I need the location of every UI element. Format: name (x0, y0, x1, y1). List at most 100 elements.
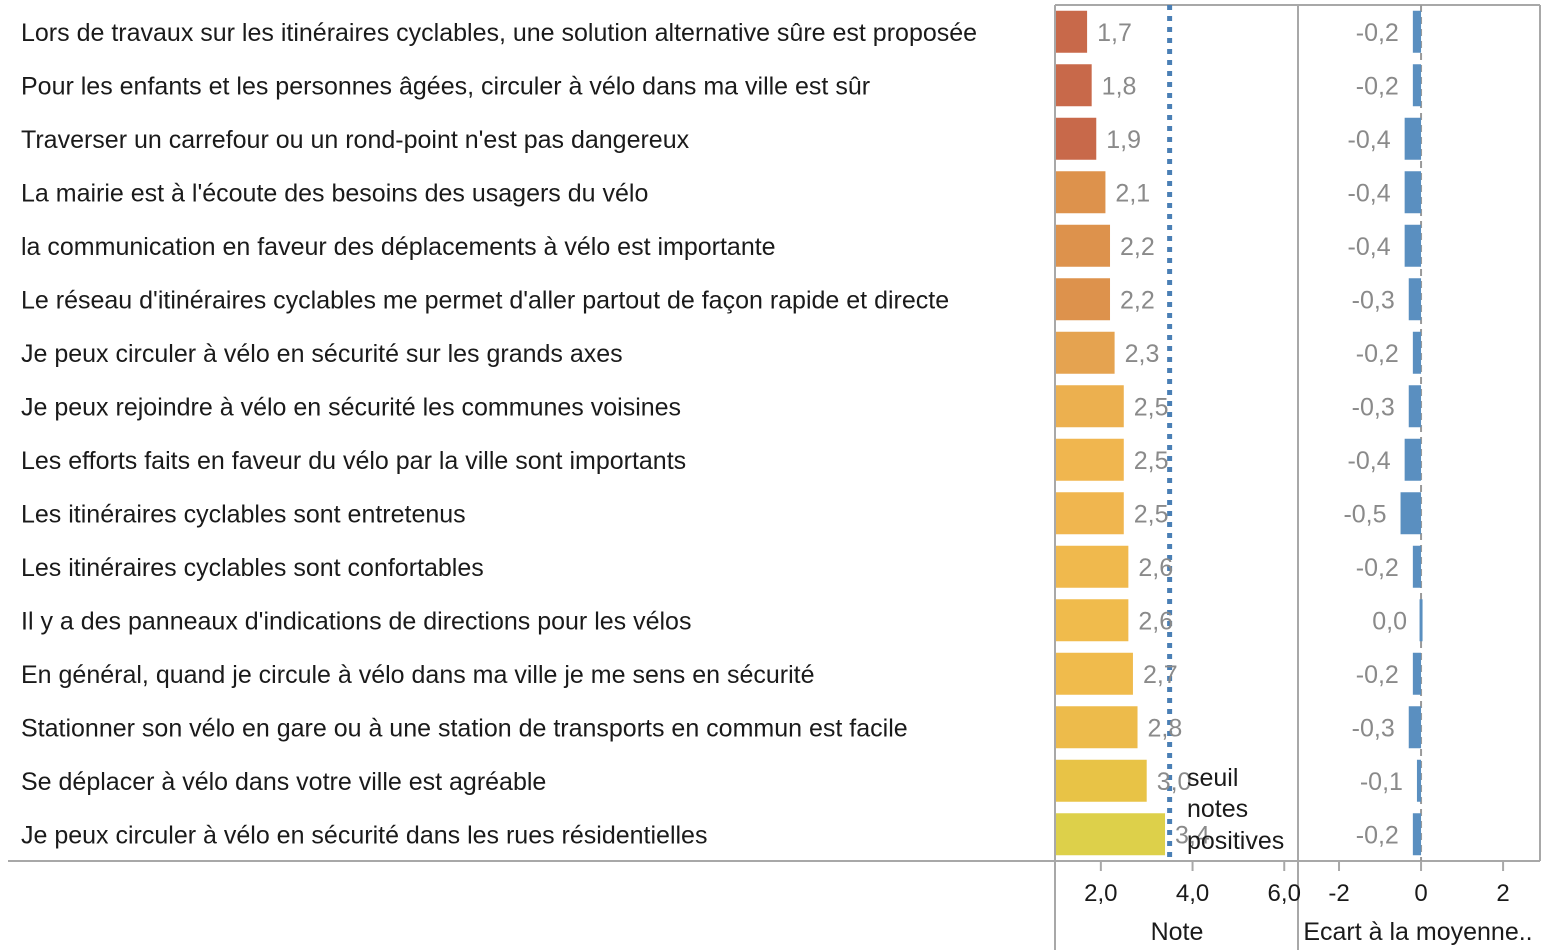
note-value-label: 2,5 (1134, 500, 1169, 528)
note-bar (1056, 438, 1124, 481)
category-label: Traverser un carrefour ou un rond-point … (21, 126, 690, 154)
category-label: Le réseau d'itinéraires cyclables me per… (21, 286, 949, 314)
ecart-bar (1412, 331, 1422, 374)
category-label: Les itinéraires cyclables sont entretenu… (21, 500, 466, 528)
ecart-bar (1408, 706, 1422, 749)
note-value-label: 2,6 (1138, 607, 1173, 635)
ecart-axis-title: Ecart à la moyenne.. (1303, 918, 1532, 946)
note-value-label: 2,8 (1148, 714, 1183, 742)
ecart-bars (1400, 10, 1423, 856)
ecart-value-label: -0,5 (1343, 500, 1386, 528)
ecart-value-label: -0,2 (1356, 19, 1399, 47)
note-panel: 1,7 1,8 1,9 2,1 2,2 2,2 2,3 2,5 2,5 2,5 2,6 2,6 2,7 2… (1056, 5, 1301, 946)
ecart-bar (1412, 813, 1422, 856)
note-value-label: 3,4 (1175, 821, 1210, 849)
ecart-bar (1404, 438, 1422, 481)
note-tick-label: 2,0 (1084, 880, 1117, 907)
note-bar (1056, 331, 1115, 374)
category-label: Pour les enfants et les personnes âgées,… (21, 72, 870, 100)
note-value-label: 3,0 (1157, 768, 1192, 796)
ecart-bar (1412, 545, 1422, 588)
threshold-label-2: notes (1187, 795, 1248, 823)
category-label: En général, quand je circule à vélo dans… (21, 661, 815, 689)
ecart-value-label: -0,2 (1356, 821, 1399, 849)
ecart-panel: -0,2 -0,2 -0,4 -0,4 -0,4 -0,3 -0,2 -0,3 -0,4 -0,5… (1303, 5, 1533, 946)
category-label: Stationner son vélo en gare ou à une sta… (21, 714, 908, 742)
ecart-bar (1412, 652, 1422, 695)
category-label: Je peux circuler à vélo en sécurité dans… (21, 821, 707, 849)
note-bar (1056, 759, 1147, 802)
ecart-bar (1412, 64, 1422, 107)
note-value-label: 2,3 (1125, 340, 1160, 368)
note-value-label: 1,7 (1097, 19, 1132, 47)
note-bar (1056, 278, 1111, 321)
note-value-label: 2,6 (1138, 554, 1173, 582)
threshold-label-3: positives (1187, 827, 1284, 855)
category-label: La mairie est à l'écoute des besoins des… (21, 179, 648, 207)
ecart-tick-label: 0 (1414, 880, 1427, 907)
ecart-bar (1408, 278, 1422, 321)
note-tick-label: 6,0 (1268, 880, 1301, 907)
note-axis-title: Note (1151, 918, 1204, 946)
note-bar (1056, 224, 1111, 267)
ecart-value-label: -0,4 (1348, 447, 1391, 475)
note-bar (1056, 813, 1166, 856)
note-axis-ticks: 2,0 4,0 6,0 (1084, 861, 1301, 907)
category-label: la communication en faveur des déplaceme… (21, 233, 776, 261)
threshold-label-1: seuil (1187, 764, 1238, 792)
ecart-value-label: 0,0 (1372, 607, 1407, 635)
ecart-bar (1404, 171, 1422, 214)
ecart-value-label: -0,4 (1348, 179, 1391, 207)
ecart-bar (1408, 385, 1422, 428)
category-label: Les itinéraires cyclables sont confortab… (21, 554, 484, 582)
category-labels: Lors de travaux sur les itinéraires cycl… (21, 19, 977, 850)
ecart-bar (1400, 492, 1422, 535)
ecart-bar (1404, 117, 1422, 160)
ecart-tick-label: -2 (1328, 880, 1349, 907)
ecart-value-label: -0,2 (1356, 661, 1399, 689)
ecart-value-label: -0,4 (1348, 126, 1391, 154)
ecart-tick-label: 2 (1496, 880, 1509, 907)
ecart-axis-ticks: -2 0 2 (1328, 861, 1510, 907)
category-label: Se déplacer à vélo dans votre ville est … (21, 768, 546, 796)
note-bars (1056, 10, 1166, 856)
note-bar (1056, 652, 1133, 695)
ecart-value-label: -0,2 (1356, 72, 1399, 100)
note-bar (1056, 706, 1138, 749)
note-bar (1056, 64, 1092, 107)
note-tick-label: 4,0 (1176, 880, 1209, 907)
note-value-labels: 1,7 1,8 1,9 2,1 2,2 2,2 2,3 2,5 2,5 2,5 2,6 2,6 2,7 2… (1097, 19, 1210, 850)
ecart-value-label: -0,1 (1360, 768, 1403, 796)
note-value-label: 2,2 (1120, 233, 1155, 261)
note-bar (1056, 10, 1088, 53)
note-bar (1056, 545, 1129, 588)
note-bar (1056, 492, 1124, 535)
note-bar (1056, 171, 1106, 214)
ecart-bar (1419, 599, 1423, 642)
ecart-bar (1404, 224, 1422, 267)
ecart-value-label: -0,2 (1356, 340, 1399, 368)
note-value-label: 2,5 (1134, 393, 1169, 421)
ecart-value-label: -0,3 (1352, 286, 1395, 314)
note-value-label: 2,7 (1143, 661, 1178, 689)
category-label: Je peux rejoindre à vélo en sécurité les… (21, 393, 681, 421)
note-value-label: 2,1 (1115, 179, 1150, 207)
note-bar (1056, 117, 1097, 160)
note-value-label: 2,2 (1120, 286, 1155, 314)
ecart-value-label: -0,3 (1352, 714, 1395, 742)
note-value-label: 2,5 (1134, 447, 1169, 475)
ecart-value-labels: -0,2 -0,2 -0,4 -0,4 -0,4 -0,3 -0,2 -0,3 -0,4 -0,5… (1343, 19, 1407, 850)
note-value-label: 1,8 (1102, 72, 1137, 100)
ecart-bar (1412, 10, 1422, 53)
note-value-label: 1,9 (1106, 126, 1141, 154)
ecart-value-label: -0,3 (1352, 393, 1395, 421)
category-label: Lors de travaux sur les itinéraires cycl… (21, 19, 977, 47)
ecart-bar (1416, 759, 1422, 802)
category-label: Les efforts faits en faveur du vélo par … (21, 447, 686, 475)
category-label: Il y a des panneaux d'indications de dir… (21, 607, 691, 635)
note-bar (1056, 599, 1129, 642)
ecart-value-label: -0,4 (1348, 233, 1391, 261)
note-bar (1056, 385, 1124, 428)
ecart-value-label: -0,2 (1356, 554, 1399, 582)
